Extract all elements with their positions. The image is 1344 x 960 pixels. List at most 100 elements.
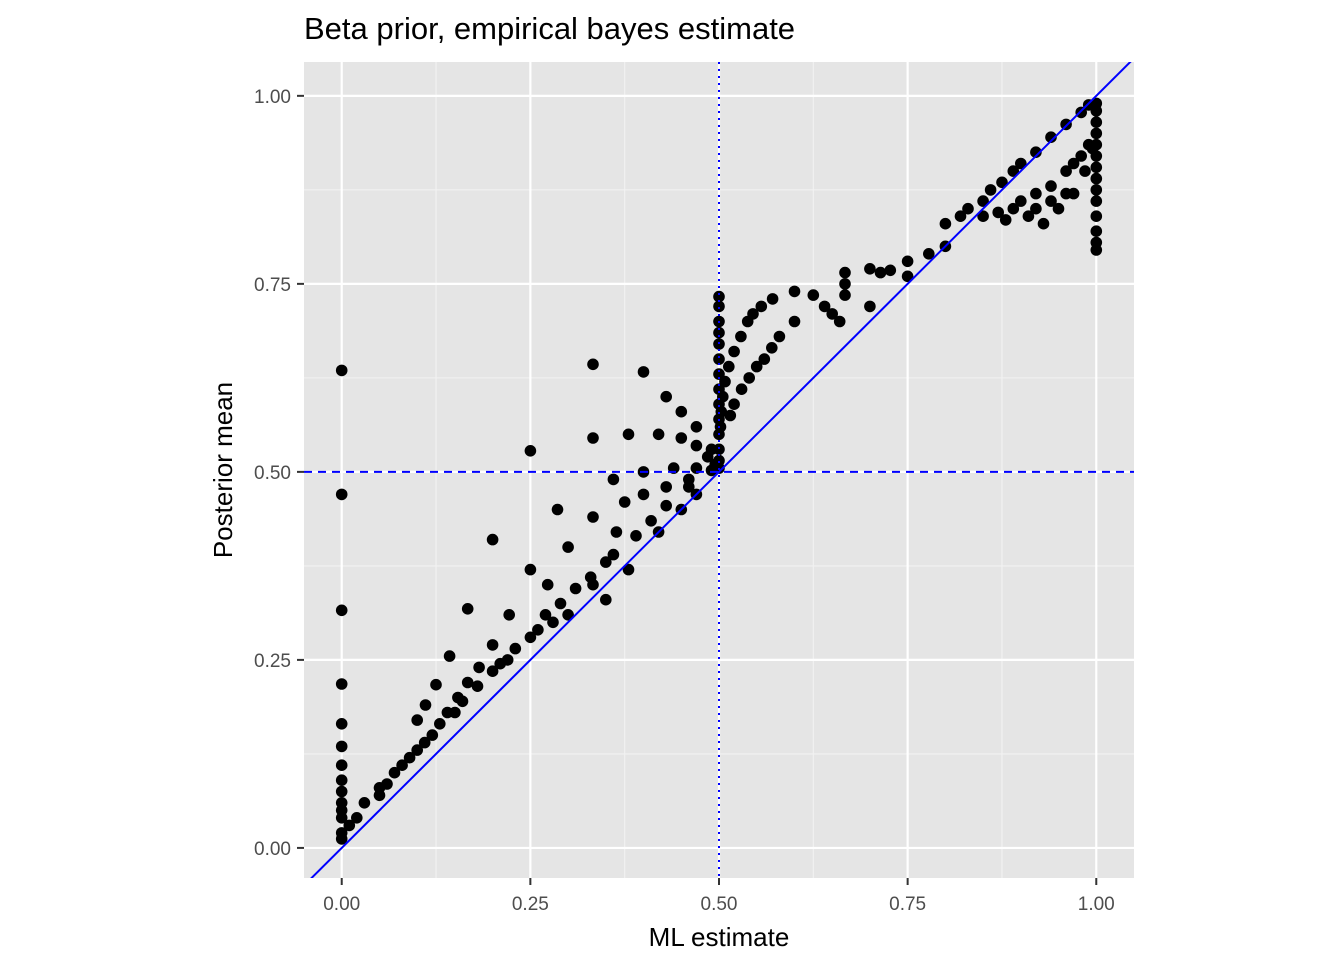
data-point	[443, 650, 456, 662]
data-point	[833, 315, 846, 328]
data-point	[984, 184, 997, 196]
x-axis-title: ML estimate	[649, 922, 790, 952]
data-point	[713, 326, 725, 339]
data-point	[723, 360, 735, 373]
data-point	[587, 358, 599, 371]
y-axis-title: Posterior mean	[208, 382, 238, 558]
data-point	[675, 405, 688, 418]
data-point	[1090, 97, 1103, 110]
x-axis: 0.00 0.25 0.50 0.75 1.00	[323, 878, 1115, 915]
data-point	[396, 759, 408, 771]
data-point	[1045, 195, 1057, 207]
data-point	[486, 533, 499, 546]
data-point	[554, 597, 567, 610]
data-point	[750, 360, 763, 373]
data-point	[839, 289, 851, 301]
data-point	[494, 657, 507, 670]
data-point	[766, 342, 778, 354]
data-point	[335, 718, 348, 730]
data-point	[1090, 236, 1103, 249]
x-tick-label: 0.50	[701, 894, 738, 915]
data-point	[358, 797, 371, 809]
data-point	[1090, 150, 1103, 162]
data-point	[690, 439, 703, 452]
data-point	[1052, 202, 1065, 215]
data-point	[719, 375, 731, 388]
data-point	[826, 308, 838, 320]
data-point	[728, 345, 740, 358]
data-point	[1090, 195, 1103, 207]
data-point	[1015, 157, 1027, 170]
data-point	[1090, 161, 1103, 174]
data-point	[461, 676, 474, 689]
data-point	[1079, 165, 1091, 177]
data-point	[335, 812, 348, 824]
abline-reference-line	[310, 62, 1132, 878]
data-point	[637, 488, 650, 501]
data-point	[675, 432, 688, 444]
data-point	[713, 290, 725, 303]
data-point	[471, 680, 484, 692]
data-point	[1007, 165, 1020, 177]
data-point	[343, 819, 356, 832]
data-point	[1090, 184, 1103, 196]
data-point	[714, 421, 727, 433]
data-point	[461, 603, 474, 615]
data-point	[1090, 138, 1103, 151]
y-tick-label: 0.00	[254, 839, 291, 860]
data-point	[622, 563, 635, 576]
data-point	[755, 300, 768, 313]
data-point	[1090, 116, 1103, 128]
data-point	[486, 665, 499, 677]
data-point	[660, 499, 672, 512]
data-point	[818, 300, 831, 313]
data-point	[996, 176, 1008, 189]
data-point	[562, 541, 574, 553]
data-point	[788, 315, 801, 328]
data-point	[1045, 180, 1057, 192]
data-point	[551, 503, 564, 516]
data-point	[962, 202, 974, 215]
data-point	[503, 609, 515, 621]
data-point	[335, 785, 348, 798]
data-point	[1015, 195, 1027, 207]
y-tick-label: 0.75	[254, 275, 291, 296]
data-point	[1075, 106, 1087, 119]
data-point	[864, 300, 876, 313]
data-point	[735, 330, 747, 343]
data-point	[660, 481, 672, 493]
data-point	[713, 353, 725, 365]
data-point	[509, 642, 522, 655]
data-point	[766, 293, 779, 305]
data-point	[773, 330, 786, 343]
data-point	[660, 390, 672, 403]
data-point	[923, 248, 935, 260]
data-point	[562, 609, 574, 621]
data-point	[743, 372, 755, 384]
data-point	[403, 751, 416, 764]
data-point	[1060, 187, 1072, 200]
data-point	[426, 729, 439, 741]
y-tick-label: 1.00	[254, 87, 291, 108]
data-point	[456, 695, 469, 708]
x-tick-label: 0.00	[323, 894, 360, 915]
data-point	[524, 631, 537, 644]
data-point	[411, 744, 424, 756]
data-point	[419, 699, 432, 711]
y-tick-label: 0.50	[254, 463, 291, 484]
data-point	[1075, 150, 1087, 162]
data-point	[901, 270, 914, 283]
data-point	[652, 428, 665, 441]
data-point	[713, 443, 725, 456]
data-point	[864, 263, 876, 275]
data-point	[839, 278, 851, 290]
data-point	[335, 678, 348, 690]
data-point	[441, 706, 454, 719]
data-point	[728, 398, 740, 411]
data-point	[977, 195, 989, 207]
data-point	[690, 421, 703, 433]
data-point	[430, 678, 442, 691]
data-point	[874, 266, 887, 279]
data-point	[335, 774, 348, 786]
data-point	[388, 766, 401, 779]
